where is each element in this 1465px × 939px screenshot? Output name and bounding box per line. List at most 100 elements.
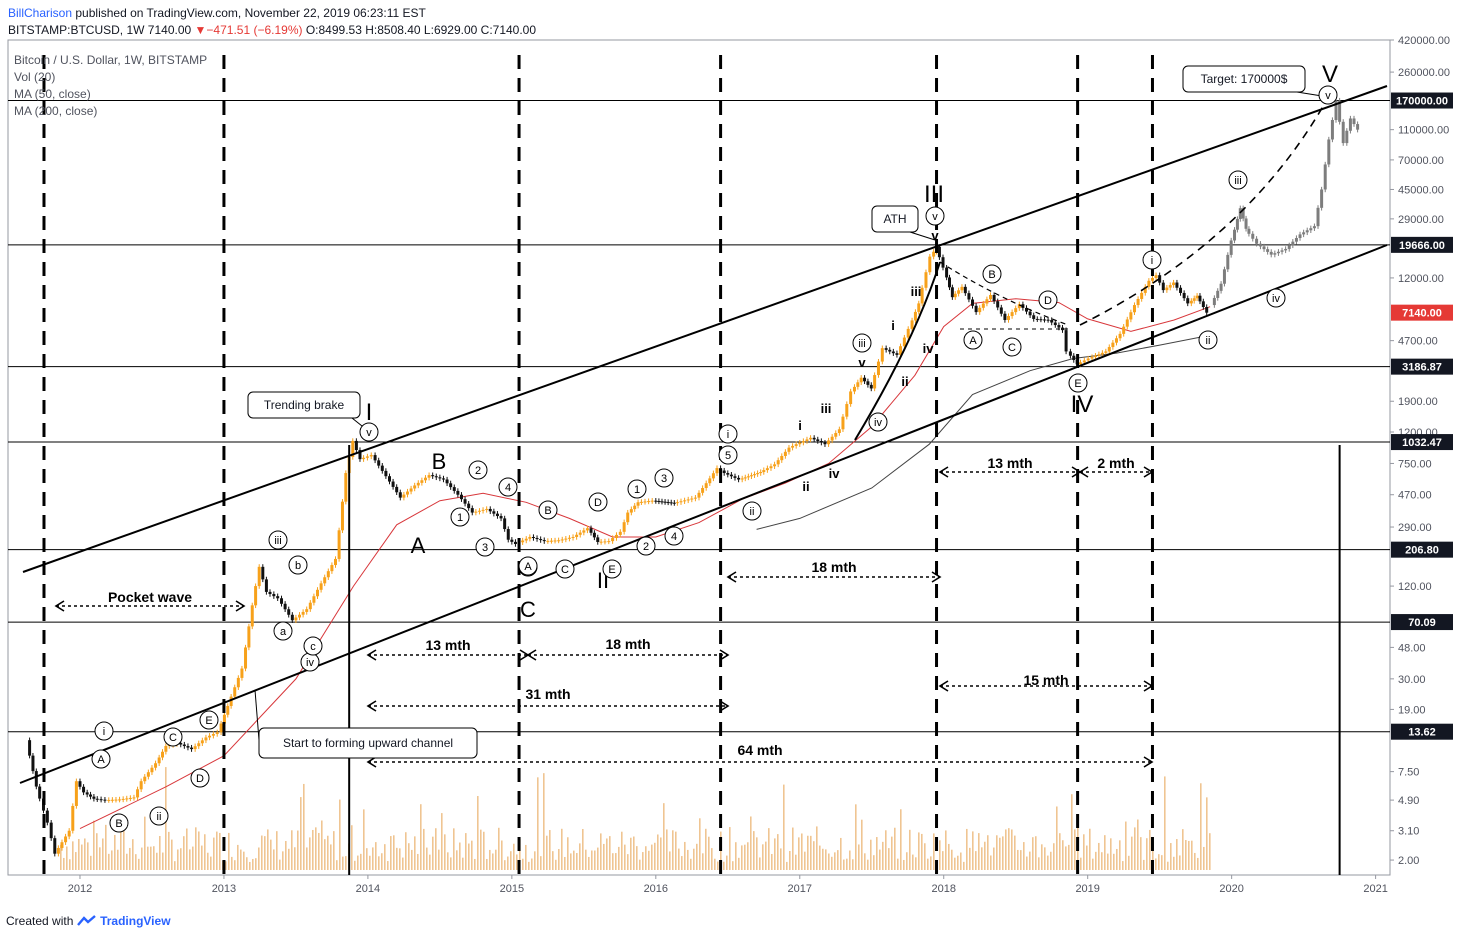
candle-body [154,763,158,768]
volume-bar [957,855,959,870]
volume-bar [636,846,638,870]
volume-bar [783,784,785,870]
candle-body [254,586,258,606]
candle-body [1107,347,1111,352]
volume-bar [282,851,284,870]
wave-label-minor: A [524,561,532,573]
candle-body [837,429,841,434]
volume-bar [606,838,608,870]
volume-bar [699,818,701,870]
volume-bar [1035,836,1037,870]
volume-bar [627,854,629,870]
candle-body [1298,234,1302,239]
author-link[interactable]: BillCharison [8,6,73,20]
measure-label: 64 mth [737,742,782,758]
volume-bar [126,853,128,870]
candle-body [1143,286,1147,293]
candle-body [506,529,510,540]
volume-bar [663,803,665,870]
candle-body [1165,287,1169,291]
candle-body [1294,238,1298,242]
candle-body [427,475,431,478]
volume-bar [1113,853,1115,870]
wave-label-circle [1228,170,1248,190]
candle-body [1305,230,1309,233]
candle-body [1238,208,1242,219]
candle-body [932,251,936,257]
candle-body [657,501,661,503]
legend-volume[interactable]: Vol (20) [14,70,56,84]
candle-body [78,781,82,787]
candle-body [963,286,967,294]
candle-body [513,541,517,545]
wave-label-circle [555,559,575,579]
volume-bar [1089,828,1091,870]
candle-body [981,303,985,308]
wave-label-minor: ii [1206,335,1211,347]
candle-body [827,440,831,445]
volume-bar [1095,851,1097,870]
volume-bar [603,843,605,870]
volume-bar [159,835,161,870]
volume-bar [552,851,554,870]
candle-body [524,538,528,541]
candle-body [391,481,395,487]
volume-bar [1083,834,1085,870]
volume-bar [102,838,104,870]
wave-label-minor: a [280,626,287,638]
candle-body [733,476,737,478]
measure-arrow-right [1143,466,1154,478]
candle-body [236,677,240,688]
volume-bar [60,844,62,870]
price-tick-label: 120.00 [1398,581,1432,593]
volume-bar [438,849,440,870]
volume-bar [324,839,326,870]
candle-body [294,617,298,621]
wave-label-circle [1142,250,1162,270]
volume-bar [801,833,803,870]
callout-label: Start to forming upward channel [283,736,453,750]
candle-body [74,781,78,806]
volume-bar [372,847,374,870]
wave-label-small: ii [802,479,809,494]
candle-body [365,456,369,458]
volume-bar [1128,855,1130,870]
tradingview-brand[interactable]: TradingView [100,914,171,928]
candle-body [571,536,575,538]
legend-title[interactable]: Bitcoin / U.S. Dollar, 1W, BITSTAMP [14,53,208,67]
volume-bar [687,849,689,870]
wave-label-minor: B [115,818,122,830]
volume-bar [1188,840,1190,870]
volume-bar [1101,852,1103,870]
wave-label-major: A [411,533,426,558]
candle-body [264,579,268,592]
volume-bar [828,853,830,870]
candle-body [585,528,589,531]
volume-bar [1134,827,1136,870]
candle-body [219,723,223,733]
volume-bar [834,852,836,870]
volume-bar [1104,835,1106,870]
volume-bar [111,850,113,870]
volume-bar [900,809,902,870]
candle-body [287,609,291,615]
candle-body [150,767,154,773]
candle-body [1291,241,1295,246]
candle-body [557,540,561,542]
candle-body [60,842,64,848]
candle-body [244,647,248,669]
volume-bar [1194,852,1196,870]
candle-body [420,480,424,483]
legend-ma200[interactable]: MA (200, close) [14,104,98,118]
volume-bar [99,847,101,870]
volume-bar [252,858,254,870]
volume-bar [285,840,287,870]
measure-arrow-right [931,571,942,583]
candle-body [1205,307,1209,313]
volume-bar [588,856,590,870]
volume-bar [519,838,521,870]
candle-body [560,539,564,541]
candle-body [1182,292,1186,299]
legend-ma50[interactable]: MA (50, close) [14,87,91,101]
